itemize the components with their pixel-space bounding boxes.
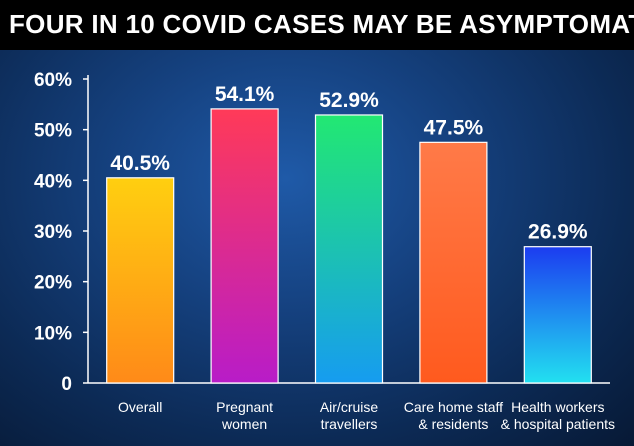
axes: 0 10% 20% 30% 40% 50% 60% [34, 70, 610, 395]
y-tick-label: 10% [34, 323, 72, 344]
chart-title: FOUR IN 10 COVID CASES MAY BE ASYMPTOMAT… [9, 9, 634, 39]
data-label: 52.9% [319, 89, 379, 112]
data-label: 54.1% [215, 83, 275, 106]
x-tick-label: Overall [118, 399, 162, 415]
y-tick-label: 0 [61, 374, 72, 395]
x-tick-label: Air/cruise [320, 399, 379, 415]
bar [314, 114, 384, 384]
bar [419, 141, 488, 384]
y-tick-label: 50% [34, 121, 72, 142]
bar [210, 108, 279, 384]
x-tick-label: & hospital patients [501, 416, 615, 432]
data-label: 47.5% [424, 116, 484, 139]
data-label: 26.9% [528, 221, 588, 244]
x-tick-label: & residents [418, 416, 488, 432]
bar [523, 246, 592, 384]
x-tick-label: women [221, 416, 267, 432]
x-tick-label: Pregnant [216, 399, 273, 415]
title-bar: FOUR IN 10 COVID CASES MAY BE ASYMPTOMAT… [0, 0, 634, 50]
data-label: 40.5% [110, 152, 170, 175]
x-tick-label: Health workers [511, 399, 604, 415]
y-tick-label: 30% [34, 222, 72, 243]
x-tick-label: Care home staff [404, 399, 503, 415]
x-tick-label: travellers [321, 416, 378, 432]
y-tick-label: 20% [34, 273, 72, 294]
bars [106, 108, 592, 384]
y-tick-label: 60% [34, 70, 72, 91]
y-tick-label: 40% [34, 171, 72, 192]
bar [106, 177, 175, 384]
